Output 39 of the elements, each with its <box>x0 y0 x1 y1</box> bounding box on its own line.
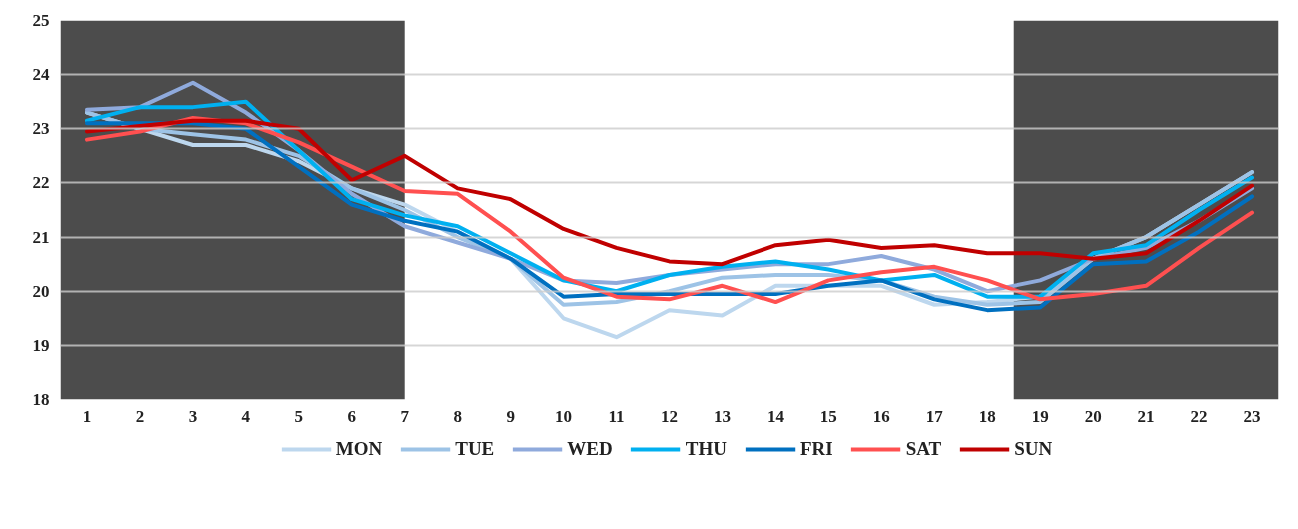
x-tick-label: 8 <box>453 406 462 426</box>
x-tick-label: 6 <box>347 406 357 426</box>
y-tick-label: 19 <box>32 335 50 355</box>
y-tick-label: 25 <box>32 11 50 30</box>
x-tick-label: 17 <box>925 406 944 426</box>
x-tick-label: 1 <box>82 406 92 426</box>
x-tick-label: 18 <box>978 406 996 426</box>
x-tick-label: 23 <box>1243 406 1261 426</box>
y-tick-label: 18 <box>32 390 50 409</box>
y-tick-label: 20 <box>32 281 50 301</box>
y-tick-label: 22 <box>32 173 50 193</box>
x-tick-label: 22 <box>1190 406 1208 426</box>
x-tick-label: 9 <box>506 406 515 426</box>
x-tick-label: 21 <box>1137 406 1155 426</box>
legend-label: MON <box>335 438 383 460</box>
legend-label: THU <box>685 438 727 460</box>
x-tick-label: 5 <box>294 406 304 426</box>
x-tick-label: 4 <box>241 406 251 426</box>
x-tick-label: 14 <box>766 406 785 426</box>
y-tick-label: 21 <box>32 227 50 247</box>
legend-label: FRI <box>799 438 833 460</box>
legend-label: TUE <box>455 438 495 460</box>
x-tick-label: 15 <box>819 406 837 426</box>
x-tick-label: 7 <box>400 406 410 426</box>
y-tick-label: 24 <box>32 65 50 85</box>
x-tick-label: 19 <box>1031 406 1049 426</box>
legend-label: WED <box>567 438 613 460</box>
x-tick-label: 16 <box>872 406 890 426</box>
x-tick-label: 10 <box>555 406 573 426</box>
legend-label: SAT <box>905 438 942 460</box>
line-series <box>84 118 1255 267</box>
x-tick-label: 2 <box>135 406 145 426</box>
x-tick-label: 11 <box>608 406 625 426</box>
x-tick-label: 12 <box>661 406 678 426</box>
y-tick-label: 23 <box>32 119 50 139</box>
legend-label: SUN <box>1014 438 1053 460</box>
x-tick-label: 13 <box>713 406 731 426</box>
x-tick-label: 20 <box>1084 406 1102 426</box>
x-tick-label: 3 <box>188 406 198 426</box>
